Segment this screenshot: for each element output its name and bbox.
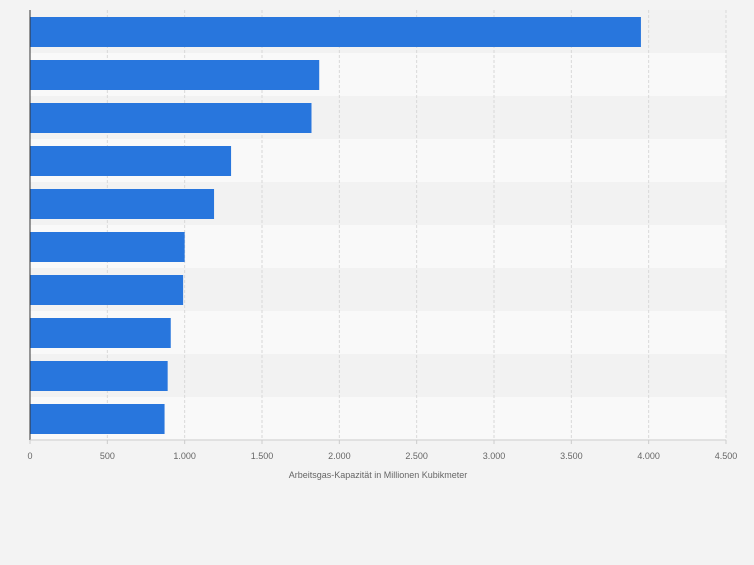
bar [30,189,215,219]
bar [30,404,165,434]
bar [30,103,312,133]
bar [30,361,168,391]
bars [30,17,641,434]
x-tick-label: 2.000 [328,451,351,461]
x-tick-label: 4.500 [715,451,738,461]
x-tick-labels: 0 500 1.000 1.500 2.000 2.500 3.000 3.500 4.000 4… [27,440,737,461]
axes [29,10,726,441]
x-tick-label: 3.500 [560,451,583,461]
bar [30,60,320,90]
bar [30,232,185,262]
x-tick-label: 1.500 [251,451,274,461]
bar [30,275,184,305]
x-tick-label: 1.000 [173,451,196,461]
x-tick-label: 4.000 [637,451,660,461]
bar [30,146,232,176]
x-axis-label: Arbeitsgas-Kapazität in Millionen Kubikm… [289,470,468,480]
bar [30,318,171,348]
bar [30,17,641,47]
x-tick-label: 3.000 [483,451,506,461]
x-tick-label: 2.500 [405,451,428,461]
x-tick-label: 500 [100,451,115,461]
x-tick-label: 0 [27,451,32,461]
